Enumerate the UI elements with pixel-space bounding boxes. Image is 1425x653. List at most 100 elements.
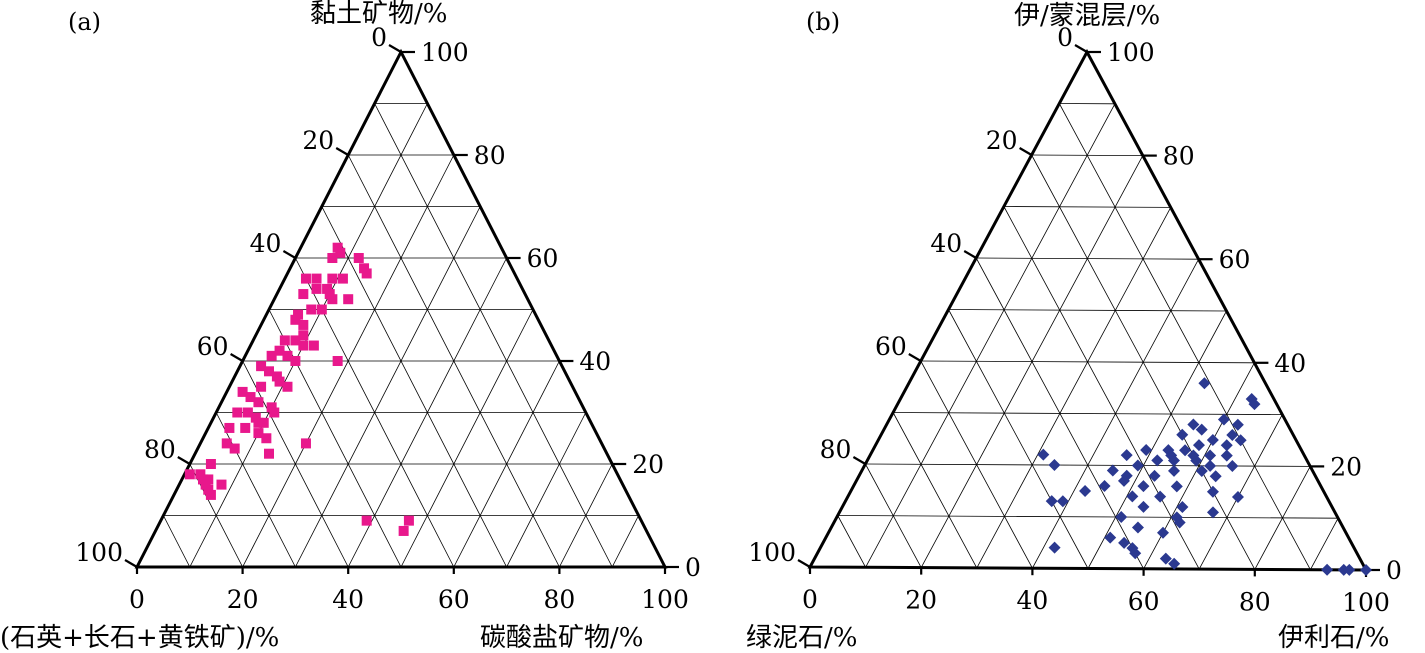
data-point-square (242, 407, 253, 418)
tick-label-bottom: 20 (905, 586, 937, 615)
tick-label-left: 40 (930, 229, 962, 258)
grid-a (163, 103, 639, 568)
tick-label-right: 20 (632, 450, 664, 479)
tick-label-bottom: 40 (1016, 586, 1048, 615)
data-point-diamond (1360, 564, 1372, 576)
data-point-square (324, 289, 335, 300)
gridline (321, 206, 507, 568)
tick-label-bottom: 100 (641, 585, 689, 614)
gridline (976, 207, 1172, 569)
tick-label-right: 60 (527, 244, 559, 273)
data-point-square (224, 422, 235, 433)
data-point-diamond (1192, 439, 1205, 452)
tick-label-left: 0 (1057, 23, 1073, 52)
tick-label-left: 60 (197, 332, 229, 361)
data-point-diamond (1079, 485, 1092, 498)
tick-label-left: 20 (986, 126, 1018, 155)
tick-label-right: 40 (1274, 349, 1306, 378)
data-point-diamond (1129, 547, 1142, 560)
data-point-square (266, 350, 277, 361)
data-point-square (337, 273, 348, 284)
tick-label-right: 100 (1107, 38, 1155, 67)
tick-left (230, 353, 244, 362)
data-point-diamond (1056, 495, 1069, 508)
data-point-square (274, 376, 285, 387)
data-point-square (327, 273, 338, 284)
tick-label-left: 40 (250, 229, 282, 258)
data-point-square (258, 417, 269, 428)
data-point-square (298, 330, 309, 341)
data-point-diamond (1234, 434, 1247, 447)
data-point-diamond (1217, 413, 1230, 426)
tick-label-right: 60 (1219, 245, 1251, 274)
data-point-square (298, 289, 309, 300)
data-point-diamond (1231, 418, 1244, 431)
tick-left (852, 456, 866, 465)
data-point-square (290, 356, 301, 366)
data-point-square (274, 345, 285, 356)
tick-label-right: 80 (1163, 142, 1195, 171)
data-point-square (316, 304, 327, 315)
gridline (506, 412, 587, 568)
data-point-square (308, 340, 319, 351)
data-point-diamond (1106, 464, 1119, 477)
gridline (559, 463, 613, 568)
data-point-square (240, 422, 251, 433)
tick-label-bottom: 80 (543, 585, 575, 614)
tick-left (1074, 44, 1088, 53)
gridline (1254, 466, 1311, 570)
data-point-square (264, 448, 274, 459)
data-point-diamond (1209, 470, 1222, 483)
triangle-frame (807, 48, 1369, 572)
tick-label-left: 80 (144, 435, 176, 464)
axis-label-right-a: 碳酸盐矿物/% (480, 623, 643, 653)
data-point-square (300, 273, 311, 284)
panel-label-b: (b) (806, 8, 840, 36)
data-point-square (361, 268, 372, 279)
data-point-square (332, 242, 343, 253)
gridline (1310, 518, 1339, 570)
data-point-square (311, 283, 322, 294)
data-point-diamond (1120, 449, 1133, 462)
gridline (1031, 154, 1143, 157)
data-point-square (253, 428, 264, 439)
gridline (948, 309, 1227, 312)
tick-label-left: 0 (371, 23, 387, 52)
data-point-square (353, 253, 364, 263)
gridline (893, 412, 1283, 416)
data-point-diamond (1176, 501, 1189, 514)
data-point-square (306, 304, 317, 315)
gridline (215, 412, 296, 568)
data-point-diamond (1206, 506, 1219, 519)
data-point-square (250, 412, 261, 423)
tick-left (282, 250, 296, 259)
data-point-diamond (1204, 449, 1217, 462)
gridline (163, 515, 191, 568)
data-point-diamond (1195, 423, 1208, 436)
data-point-diamond (1131, 459, 1144, 472)
gridline (892, 412, 978, 569)
gridline (1003, 206, 1200, 570)
data-point-diamond (1220, 439, 1233, 452)
data-point-square (184, 469, 195, 480)
tick-label-right: 100 (421, 38, 469, 67)
data-point-diamond (1151, 454, 1164, 467)
axis-label-left-a: (石英+长石+黄铁矿)/% (0, 623, 279, 653)
gridline (295, 206, 481, 568)
gridline (242, 360, 349, 568)
data-point-square (290, 335, 301, 346)
data-point-diamond (1148, 469, 1161, 482)
data-point-square (266, 402, 277, 413)
tick-label-right: 20 (1330, 452, 1362, 481)
data-point-diamond (1187, 418, 1200, 431)
data-point-square (203, 474, 214, 485)
data-point-square (298, 340, 309, 351)
data-point-diamond (1168, 557, 1181, 570)
data-point-square (300, 438, 311, 449)
data-point-square (198, 474, 208, 485)
data-point-diamond (1170, 480, 1183, 493)
tick-label-left: 100 (75, 538, 123, 567)
